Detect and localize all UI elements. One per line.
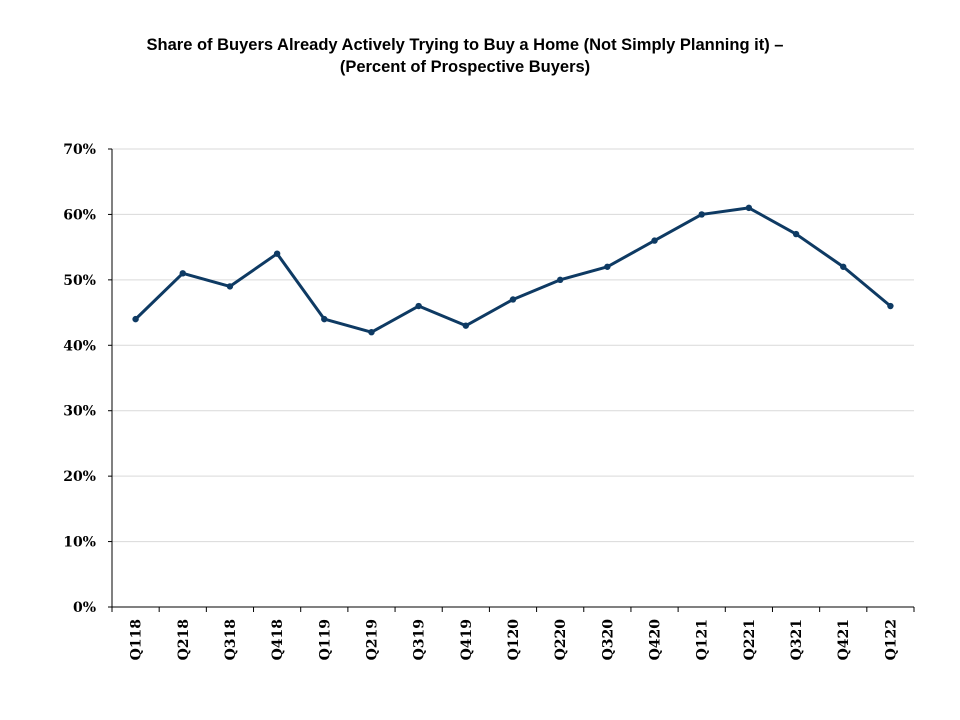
gridlines — [112, 148, 914, 543]
x-tick-label: Q218 — [176, 619, 192, 660]
x-tick-label: Q122 — [883, 619, 899, 660]
x-tick-label: Q121 — [695, 619, 711, 660]
data-point — [840, 263, 847, 270]
data-point — [321, 315, 328, 323]
x-tick-label: Q221 — [742, 619, 758, 660]
x-tick-label: Q119 — [317, 619, 333, 660]
data-point — [415, 302, 422, 310]
chart-subtitle: (Percent of Prospective Buyers) — [339, 58, 591, 76]
y-tick-label: 40% — [63, 338, 96, 354]
data-point — [368, 329, 375, 336]
y-tick-label: 20% — [63, 469, 96, 485]
y-tick-label: 50% — [63, 273, 96, 289]
series-group — [132, 204, 894, 336]
data-point — [556, 276, 564, 284]
x-tick-label: Q419 — [459, 619, 475, 660]
series-line — [134, 206, 892, 334]
y-tick-label: 10% — [63, 535, 96, 551]
x-tick-label: Q220 — [553, 619, 569, 661]
y-tick-label: 70% — [63, 142, 96, 158]
data-point — [604, 263, 611, 270]
x-tick-label: Q120 — [506, 619, 522, 661]
x-axis-ticks: Q118 Q218 Q318 Q418 Q119 Q219 Q319 Q419 Q120 Q220… — [111, 607, 915, 661]
y-tick-label: 30% — [63, 404, 96, 420]
x-tick-label: Q319 — [412, 619, 428, 660]
chart-title-block: Share of Buyers Already Actively Trying … — [60, 34, 870, 78]
x-tick-label: Q420 — [648, 619, 664, 661]
data-point — [462, 322, 470, 329]
x-tick-label: Q318 — [223, 619, 239, 660]
y-tick-label: 60% — [63, 207, 96, 223]
x-tick-label: Q321 — [789, 619, 805, 660]
x-tick-label: Q320 — [600, 619, 616, 661]
data-point — [273, 250, 281, 257]
chart-title: Share of Buyers Already Actively Trying … — [146, 36, 784, 54]
x-tick-label: Q418 — [270, 619, 286, 660]
y-tick-label: 0% — [73, 600, 96, 616]
data-point — [651, 237, 658, 244]
data-point — [745, 204, 753, 212]
data-point — [509, 296, 517, 303]
x-tick-label: Q421 — [836, 619, 852, 660]
axes — [111, 149, 914, 608]
data-point — [179, 270, 186, 277]
data-point — [698, 211, 705, 218]
data-point — [887, 302, 894, 310]
data-point — [226, 283, 234, 290]
y-axis-ticks: 0% 10% 20% 30% 40% 50% 60% 70% — [63, 142, 112, 616]
data-point — [792, 230, 800, 238]
x-tick-label: Q219 — [364, 619, 380, 660]
data-point — [132, 315, 139, 323]
x-tick-label: Q118 — [129, 619, 145, 660]
